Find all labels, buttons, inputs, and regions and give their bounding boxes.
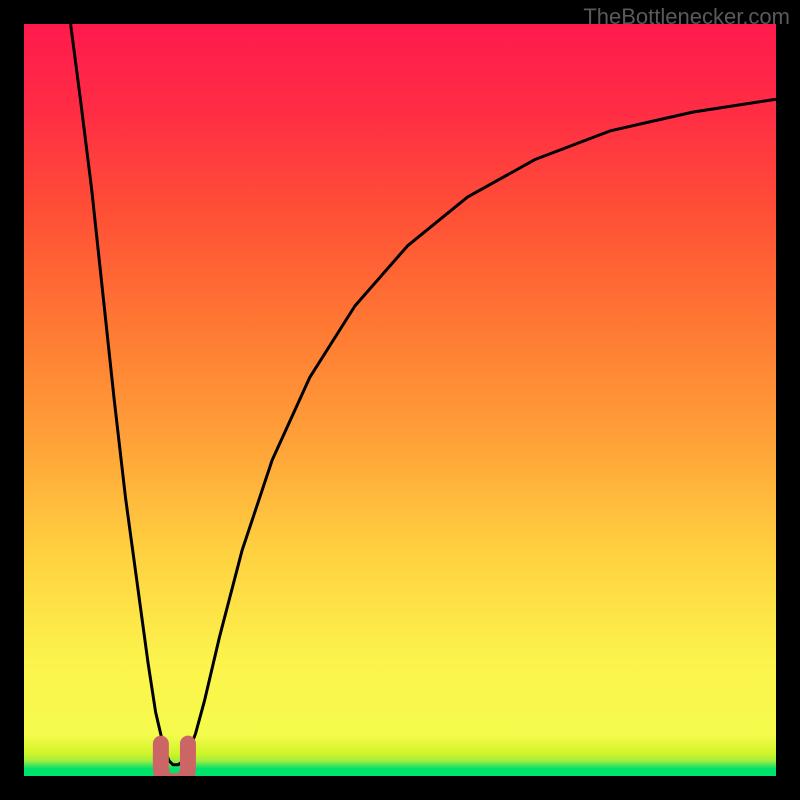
plot-area [24, 24, 776, 776]
bottleneck-chart: TheBottlenecker.com [0, 0, 800, 800]
watermark-text: TheBottlenecker.com [583, 4, 790, 30]
plot-background-gradient [24, 24, 776, 776]
